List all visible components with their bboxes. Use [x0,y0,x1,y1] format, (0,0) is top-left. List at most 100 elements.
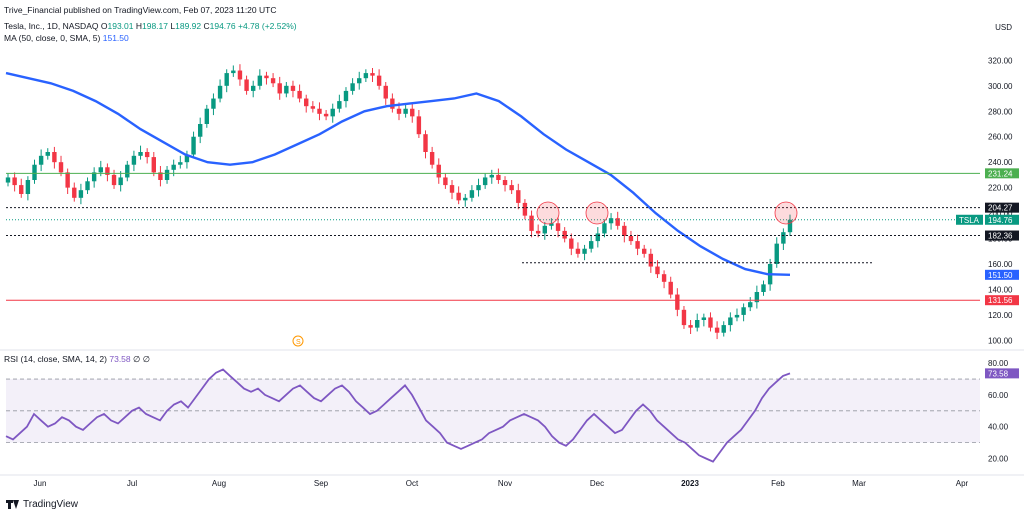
level-tag: 151.50 [988,271,1013,280]
rsi-tag: 73.58 [988,369,1009,378]
rsi-tick-label: 80.00 [988,359,1009,368]
candle-body [270,78,276,84]
candle-body [91,172,97,182]
candle-body [668,281,673,295]
candle-body [509,185,514,191]
candle-body [403,108,408,114]
candle-body [489,174,494,178]
candle-body [111,174,117,186]
currency-label: USD [995,23,1012,32]
level-tag: 131.56 [988,296,1013,305]
highlight-circle [774,201,798,225]
candle-body [284,85,289,94]
candle-body [522,202,528,216]
candle-body [297,90,302,99]
candle-body [436,164,441,178]
candle-body [728,317,733,326]
level-tag-bg [985,230,1019,241]
candle-body [410,108,415,117]
candle-body [469,190,475,198]
candle-body [237,70,243,80]
level-tag-bg [985,214,1019,225]
month-label: Apr [956,479,969,488]
candle-body [178,162,183,165]
candle-body [529,215,534,231]
candle-body [714,327,720,333]
candle-body [535,230,541,234]
change-value: +4.78 (+2.52%) [238,21,297,31]
candle-body [264,75,269,79]
price-tick-label: 300.00 [988,82,1013,91]
open-label: O [100,21,108,31]
candle-body [575,248,581,254]
rsi-label: RSI (14, close, SMA, 14, 2) [4,354,107,364]
level-tag-bg [985,269,1019,280]
candle-body [138,152,143,156]
candle-body [32,164,37,180]
rsi-tick-label: 20.00 [988,454,1009,463]
candle-body [38,155,44,165]
candle-body [191,136,196,155]
candle-body [781,232,786,244]
month-label: Nov [498,479,512,488]
dividend-marker-icon [292,335,304,347]
price-tick-label: 200.00 [988,209,1013,218]
candle-body [754,292,760,303]
candle-body [429,152,435,165]
candle-body [58,162,64,173]
candle-body [204,108,210,124]
candle-body [615,218,620,226]
price-tick-label: 320.00 [988,56,1013,65]
candle-body [463,197,468,201]
candle-body [118,177,123,186]
candle-body [19,185,24,194]
candle-body [290,85,296,91]
candle-body [5,177,11,183]
price-tick-label: 140.00 [988,285,1013,294]
month-label: Aug [212,479,226,488]
candle-body [144,152,150,158]
candle-body [635,241,640,249]
rsi-line [5,368,791,463]
candle-body [648,253,654,267]
candle-body [65,172,70,188]
candle-body [549,223,554,226]
candle-body [12,177,17,186]
rsi-tick-label: 40.00 [988,423,1009,432]
candle-body [734,314,740,318]
candle-body [363,73,369,79]
rsi-tag-bg [985,368,1019,379]
candle-body [343,90,349,102]
candle-body [542,225,547,234]
month-label: Mar [852,479,866,488]
level-tag: 182.36 [988,232,1013,241]
candle-body [184,154,190,163]
candle-body [217,85,223,99]
candle-body [761,284,766,292]
candle-body [642,248,647,254]
symbol-name: Tesla, Inc., 1D, NASDAQ [4,21,99,31]
candle-body [416,116,422,135]
candle-body [85,181,90,191]
rsi-legend: RSI (14, close, SMA, 14, 2) 73.58 ∅ ∅ [4,354,150,365]
candle-body [449,185,455,193]
candle-body [72,187,77,198]
level-tag-bg [985,202,1019,213]
price-tick-label: 260.00 [988,133,1013,142]
candle-body [688,325,693,328]
candle-body [562,230,567,239]
symbol-tag: TSLA [959,216,980,225]
level-tag: 204.27 [988,204,1013,213]
level-tag: 231.24 [988,169,1013,178]
symbol-tag-bg [956,214,983,225]
price-tick-label: 220.00 [988,184,1013,193]
candle-body [164,169,170,180]
candle-body [310,106,316,109]
highlight-circle [536,201,560,225]
candle-body [741,307,746,315]
candle-body [396,108,402,114]
candle-body [370,73,375,76]
candle-body [595,233,601,242]
candle-body [304,98,309,107]
